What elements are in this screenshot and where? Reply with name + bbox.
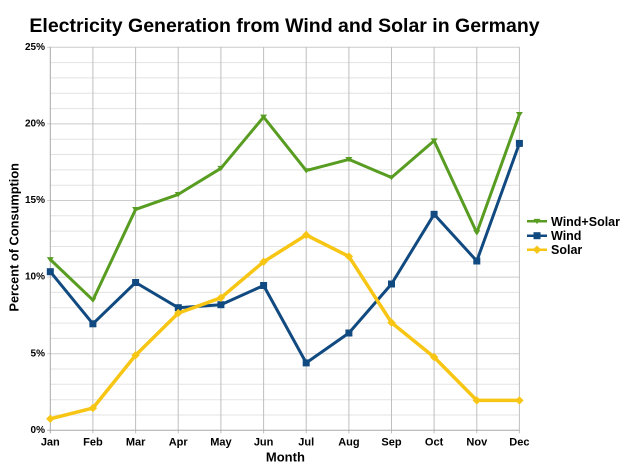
svg-text:5%: 5% bbox=[31, 348, 46, 359]
svg-text:Solar: Solar bbox=[551, 243, 582, 257]
svg-text:Jul: Jul bbox=[298, 437, 314, 449]
svg-text:Oct: Oct bbox=[425, 437, 444, 449]
svg-text:Jan: Jan bbox=[41, 437, 60, 449]
svg-text:Month: Month bbox=[266, 450, 305, 465]
svg-text:May: May bbox=[210, 437, 232, 449]
svg-text:Electricity Generation from Wi: Electricity Generation from Wind and Sol… bbox=[29, 15, 539, 37]
svg-text:Nov: Nov bbox=[466, 437, 488, 449]
svg-text:20%: 20% bbox=[25, 119, 45, 130]
svg-text:10%: 10% bbox=[25, 272, 45, 283]
svg-text:Feb: Feb bbox=[83, 437, 103, 449]
svg-text:Jun: Jun bbox=[254, 437, 274, 449]
svg-text:Percent of Consumption: Percent of Consumption bbox=[6, 163, 21, 312]
svg-text:15%: 15% bbox=[25, 195, 45, 206]
svg-text:Wind+Solar: Wind+Solar bbox=[551, 215, 620, 229]
svg-text:0%: 0% bbox=[31, 425, 46, 436]
svg-text:Dec: Dec bbox=[509, 437, 529, 449]
svg-text:Aug: Aug bbox=[338, 437, 359, 449]
svg-text:Sep: Sep bbox=[381, 437, 401, 449]
svg-text:Mar: Mar bbox=[126, 437, 146, 449]
svg-text:Apr: Apr bbox=[169, 437, 189, 449]
svg-text:25%: 25% bbox=[25, 42, 45, 53]
svg-text:Wind: Wind bbox=[551, 229, 581, 243]
